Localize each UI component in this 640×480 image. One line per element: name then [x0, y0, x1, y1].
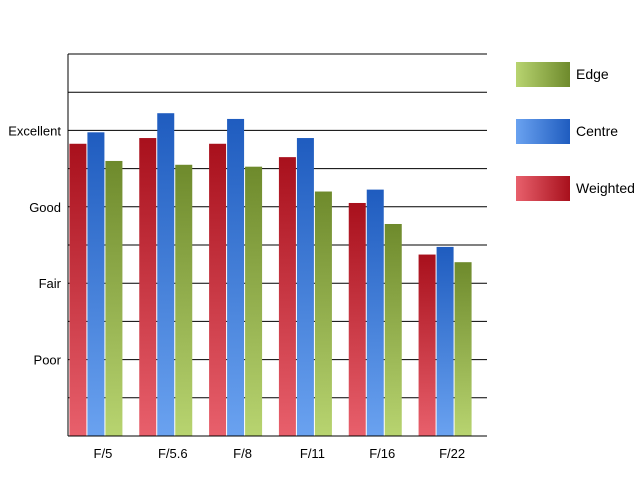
bar-weighted-f-22: [418, 254, 436, 436]
x-tick-label: F/16: [369, 446, 395, 461]
bar-edge-f-8: [245, 166, 263, 436]
y-tick-label-poor: Poor: [34, 353, 62, 368]
bar-weighted-f-5-6: [139, 138, 157, 437]
bar-weighted-f-11: [278, 157, 296, 436]
bar-weighted-f-5: [69, 143, 87, 436]
x-tick-label: F/11: [300, 446, 325, 461]
bar-weighted-f-8: [209, 143, 227, 436]
tick-labels: F/5 F/5.6 F/8 F/11 F/16 F/22 Poor Fair Good Excel…: [8, 123, 465, 461]
bar-edge-f-5: [105, 160, 123, 436]
gridlines: [68, 53, 487, 399]
x-tick-label: F/8: [233, 446, 252, 461]
legend: Edge Centre Weighted: [516, 62, 635, 201]
x-tick-label: F/22: [439, 446, 465, 461]
legend-label-edge: Edge: [576, 66, 609, 82]
bar-centre-f-11: [296, 138, 314, 437]
bar-centre-f-22: [436, 246, 454, 436]
legend-label-centre: Centre: [576, 123, 618, 139]
bar-centre-f-16: [366, 189, 384, 436]
bar-edge-f-5-6: [175, 164, 193, 436]
legend-swatch-edge: [516, 62, 570, 87]
bar-edge-f-11: [314, 191, 332, 436]
x-tick-label: F/5: [94, 446, 113, 461]
y-tick-label-good: Good: [29, 200, 61, 215]
legend-label-weighted: Weighted: [576, 180, 635, 196]
bar-centre-f-5-6: [157, 113, 175, 437]
y-tick-label-excellent: Excellent: [8, 123, 61, 138]
y-tick-label-fair: Fair: [39, 276, 62, 291]
axes: [67, 54, 487, 437]
bars: [69, 113, 472, 437]
legend-swatch-weighted: [516, 176, 570, 201]
bar-edge-f-16: [384, 223, 402, 436]
bar-centre-f-5: [87, 132, 105, 436]
x-tick-label: F/5.6: [158, 446, 188, 461]
legend-swatch-centre: [516, 119, 570, 144]
bar-weighted-f-16: [348, 202, 366, 436]
bar-edge-f-22: [454, 262, 472, 436]
bar-centre-f-8: [227, 118, 245, 436]
